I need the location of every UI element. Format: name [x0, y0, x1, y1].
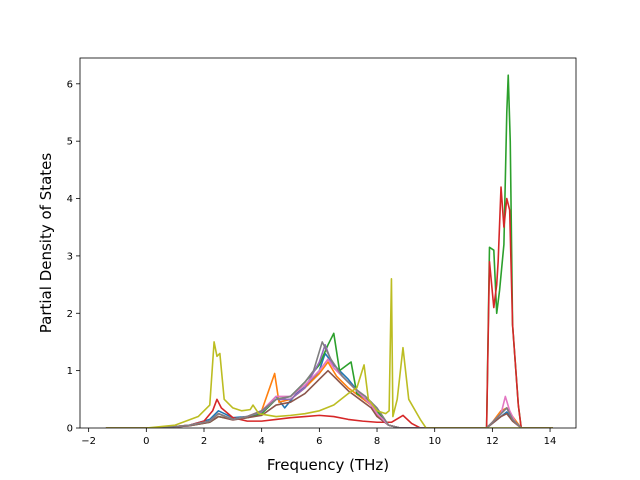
x-tick-label: 0: [143, 436, 149, 447]
x-tick-label: 12: [486, 436, 499, 447]
y-tick-label: 1: [67, 366, 73, 377]
x-tick-label: 4: [258, 436, 264, 447]
y-tick-label: 3: [67, 251, 73, 262]
x-tick-label: −2: [81, 436, 96, 447]
series-line-3: [105, 186, 553, 428]
x-axis-ticks: −2 0 2 4 6 8 10 12 14: [81, 428, 556, 447]
plot-frame: [79, 57, 577, 429]
x-tick-label: 14: [544, 436, 557, 447]
series-line-5: [105, 369, 553, 428]
x-axis-label: Frequency (THz): [267, 456, 389, 474]
y-tick-label: 2: [67, 309, 73, 320]
y-tick-label: 5: [67, 137, 73, 148]
series-line-8: [105, 278, 553, 428]
x-tick-label: 10: [428, 436, 441, 447]
x-tick-label: 8: [374, 436, 380, 447]
x-tick-label: 2: [201, 436, 207, 447]
series-group: [105, 74, 553, 428]
y-axis-label: Partial Density of States: [37, 153, 55, 334]
y-tick-label: 0: [67, 424, 73, 435]
y-tick-label: 6: [67, 79, 73, 90]
y-axis-ticks: 0 1 2 3 4 5 6: [67, 79, 80, 435]
series-line-7: [105, 341, 553, 428]
y-tick-label: 4: [67, 194, 73, 205]
x-tick-label: 6: [316, 436, 322, 447]
